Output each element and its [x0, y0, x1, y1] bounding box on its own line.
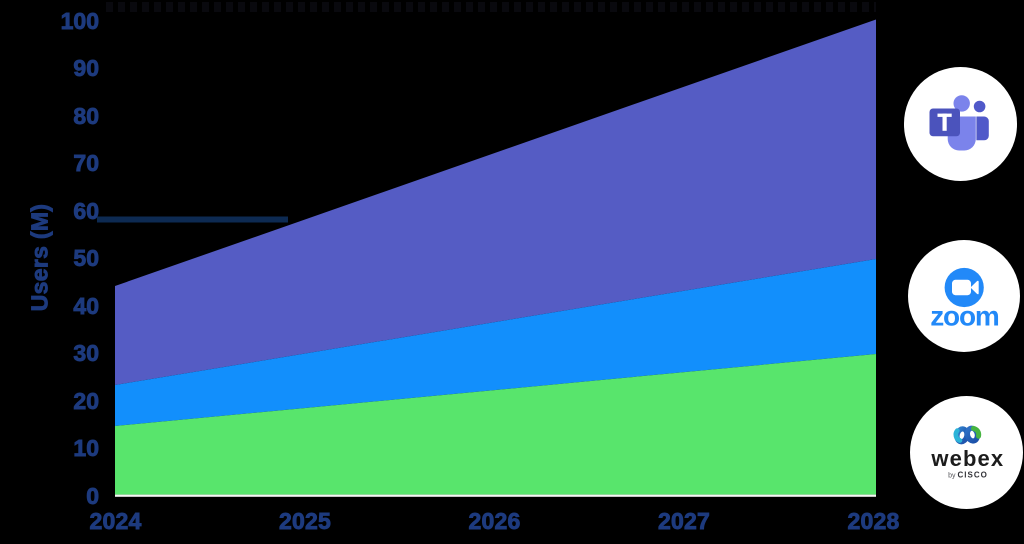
svg-text:by CISCO: by CISCO: [948, 471, 988, 480]
svg-text:webex: webex: [930, 446, 1004, 471]
svg-text:zoom: zoom: [930, 300, 999, 331]
